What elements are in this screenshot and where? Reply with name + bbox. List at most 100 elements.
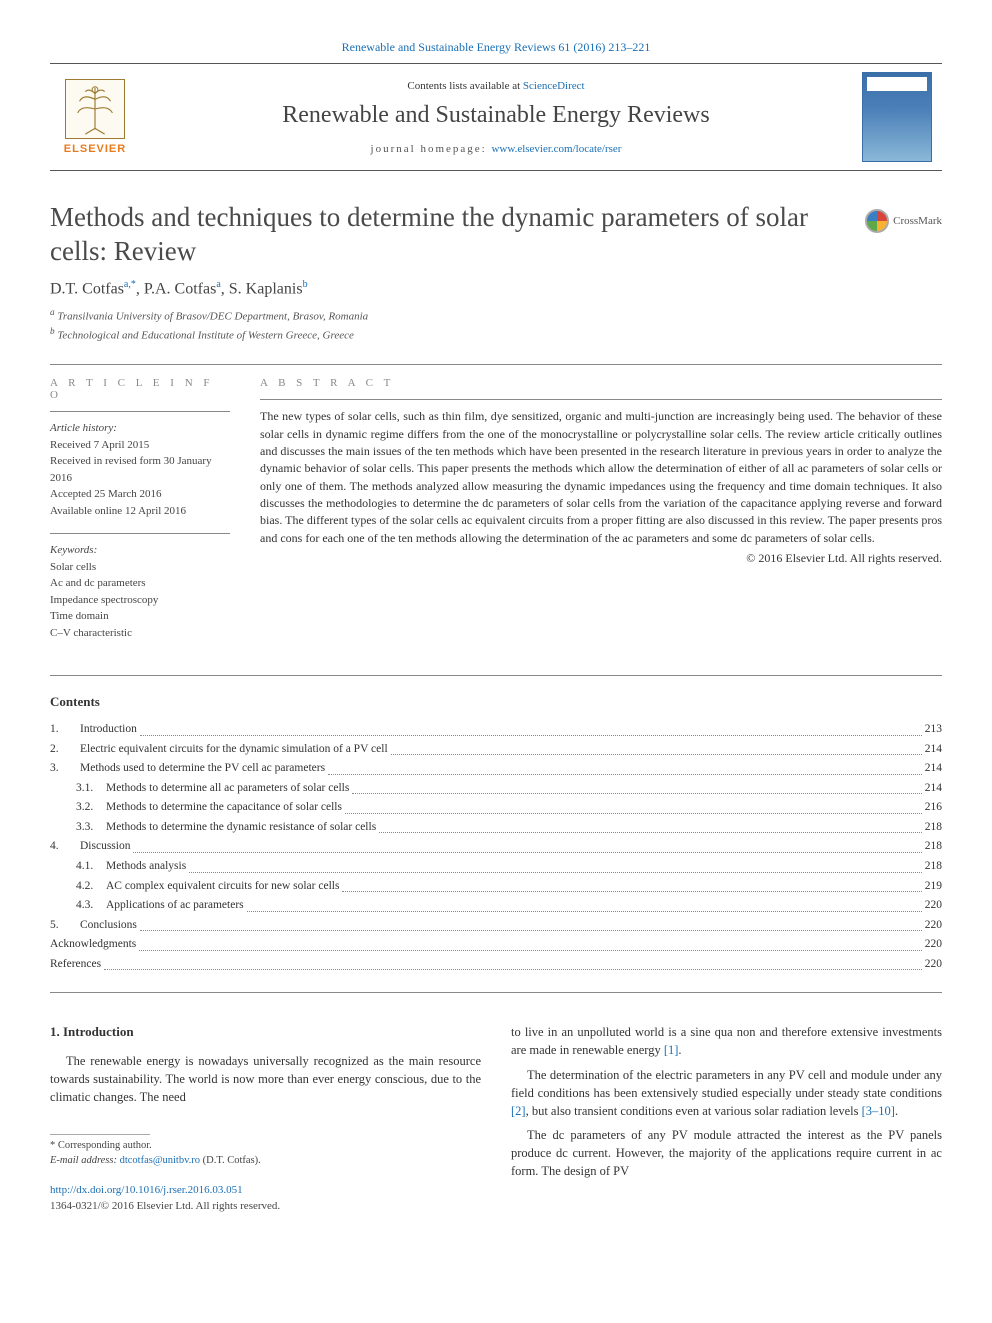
divider — [50, 411, 230, 412]
toc-title: Applications of ac parameters — [106, 896, 244, 916]
crossmark-icon — [865, 209, 889, 233]
doi-link[interactable]: http://dx.doi.org/10.1016/j.rser.2016.03… — [50, 1184, 243, 1196]
contents-prefix: Contents lists available at — [407, 80, 522, 92]
divider — [50, 533, 230, 534]
homepage-link[interactable]: www.elsevier.com/locate/rser — [491, 143, 621, 155]
toc-title: Introduction — [80, 720, 137, 740]
intro-paragraph-1: The renewable energy is nowadays univers… — [50, 1052, 481, 1106]
sciencedirect-link[interactable]: ScienceDirect — [523, 80, 585, 92]
abstract-column: A B S T R A C T The new types of solar c… — [260, 377, 942, 655]
received-date: Received 7 April 2015 — [50, 437, 230, 454]
author-3-aff: b — [303, 279, 308, 290]
toc-page: 214 — [925, 740, 942, 760]
toc-dots — [247, 896, 922, 912]
keyword: Solar cells — [50, 559, 230, 576]
corresponding-author-note: * Corresponding author. — [50, 1139, 481, 1154]
ref-link-3-10[interactable]: [3–10] — [862, 1104, 895, 1118]
crossmark-badge[interactable]: CrossMark — [865, 209, 942, 233]
toc-row[interactable]: Acknowledgments 220 — [50, 935, 942, 955]
ref-link-1[interactable]: [1] — [664, 1043, 679, 1057]
keyword: C–V characteristic — [50, 625, 230, 642]
toc-row[interactable]: 3.Methods used to determine the PV cell … — [50, 759, 942, 779]
divider — [260, 399, 942, 400]
toc-row[interactable]: 2.Electric equivalent circuits for the d… — [50, 740, 942, 760]
contents-heading: Contents — [50, 694, 942, 710]
contents-available-line: Contents lists available at ScienceDirec… — [160, 80, 832, 92]
table-of-contents: 1.Introduction 2132.Electric equivalent … — [50, 720, 942, 974]
toc-page: 214 — [925, 779, 942, 799]
article-info-column: A R T I C L E I N F O Article history: R… — [50, 377, 230, 655]
toc-title: Methods analysis — [106, 857, 186, 877]
toc-title: Discussion — [80, 837, 130, 857]
ref-link-2[interactable]: [2] — [511, 1104, 526, 1118]
toc-number: 1. — [50, 720, 80, 740]
email-line: E-mail address: dtcotfas@unitbv.ro (D.T.… — [50, 1154, 481, 1169]
keywords-block: Keywords: Solar cells Ac and dc paramete… — [50, 542, 230, 641]
toc-row[interactable]: 3.1.Methods to determine all ac paramete… — [50, 779, 942, 799]
toc-title: AC complex equivalent circuits for new s… — [106, 877, 339, 897]
header-center: Contents lists available at ScienceDirec… — [140, 64, 852, 170]
toc-title: Methods used to determine the PV cell ac… — [80, 759, 325, 779]
toc-number: 4.3. — [50, 896, 106, 916]
toc-number: 4.1. — [50, 857, 106, 877]
divider — [50, 675, 942, 676]
toc-title: References — [50, 955, 101, 975]
toc-row[interactable]: 1.Introduction 213 — [50, 720, 942, 740]
abstract-label: A B S T R A C T — [260, 377, 942, 389]
homepage-prefix: journal homepage: — [371, 143, 492, 155]
toc-dots — [189, 857, 922, 873]
toc-page: 219 — [925, 877, 942, 897]
toc-dots — [139, 935, 922, 951]
toc-title: Acknowledgments — [50, 935, 136, 955]
text-run: The determination of the electric parame… — [511, 1068, 942, 1100]
toc-number: 4. — [50, 837, 80, 857]
intro-paragraph-3: The dc parameters of any PV module attra… — [511, 1126, 942, 1180]
toc-page: 220 — [925, 935, 942, 955]
toc-page: 218 — [925, 818, 942, 838]
footnote-rule — [50, 1134, 150, 1135]
toc-number: 2. — [50, 740, 80, 760]
toc-number: 3. — [50, 759, 80, 779]
aff-a-text: Transilvania University of Brasov/DEC De… — [55, 310, 369, 322]
toc-page: 220 — [925, 916, 942, 936]
citation-header[interactable]: Renewable and Sustainable Energy Reviews… — [50, 40, 942, 55]
toc-row[interactable]: 4.1.Methods analysis 218 — [50, 857, 942, 877]
abstract-copyright: © 2016 Elsevier Ltd. All rights reserved… — [260, 551, 942, 566]
email-link[interactable]: dtcotfas@unitbv.ro — [120, 1155, 200, 1166]
toc-dots — [345, 798, 922, 814]
toc-row[interactable]: 4.3.Applications of ac parameters 220 — [50, 896, 942, 916]
text-run: . — [895, 1104, 898, 1118]
toc-row[interactable]: 5.Conclusions 220 — [50, 916, 942, 936]
divider — [50, 992, 942, 993]
email-label: E-mail address: — [50, 1155, 120, 1166]
keywords-header: Keywords: — [50, 542, 230, 559]
toc-number: 3.3. — [50, 818, 106, 838]
toc-dots — [104, 955, 922, 971]
keyword: Time domain — [50, 608, 230, 625]
body-column-left: 1. Introduction The renewable energy is … — [50, 1023, 481, 1214]
toc-row[interactable]: 4.Discussion 218 — [50, 837, 942, 857]
toc-title: Methods to determine the capacitance of … — [106, 798, 342, 818]
email-suffix: (D.T. Cotfas). — [200, 1155, 261, 1166]
issn-copyright: 1364-0321/© 2016 Elsevier Ltd. All right… — [50, 1199, 481, 1215]
toc-title: Methods to determine the dynamic resista… — [106, 818, 376, 838]
doi-block: http://dx.doi.org/10.1016/j.rser.2016.03… — [50, 1183, 481, 1199]
toc-number: 4.2. — [50, 877, 106, 897]
toc-row[interactable]: 3.2.Methods to determine the capacitance… — [50, 798, 942, 818]
elsevier-logo: ELSEVIER — [50, 64, 140, 170]
online-date: Available online 12 April 2016 — [50, 503, 230, 520]
cover-image-icon — [862, 72, 932, 162]
toc-row[interactable]: 4.2.AC complex equivalent circuits for n… — [50, 877, 942, 897]
toc-row[interactable]: References 220 — [50, 955, 942, 975]
toc-page: 216 — [925, 798, 942, 818]
toc-row[interactable]: 3.3.Methods to determine the dynamic res… — [50, 818, 942, 838]
author-3: , S. Kaplanis — [221, 280, 303, 297]
toc-dots — [379, 818, 922, 834]
toc-dots — [342, 877, 921, 893]
keyword: Ac and dc parameters — [50, 575, 230, 592]
article-info-label: A R T I C L E I N F O — [50, 377, 230, 401]
elsevier-tree-icon — [65, 79, 125, 139]
toc-title: Methods to determine all ac parameters o… — [106, 779, 349, 799]
toc-dots — [391, 740, 922, 756]
toc-page: 220 — [925, 955, 942, 975]
